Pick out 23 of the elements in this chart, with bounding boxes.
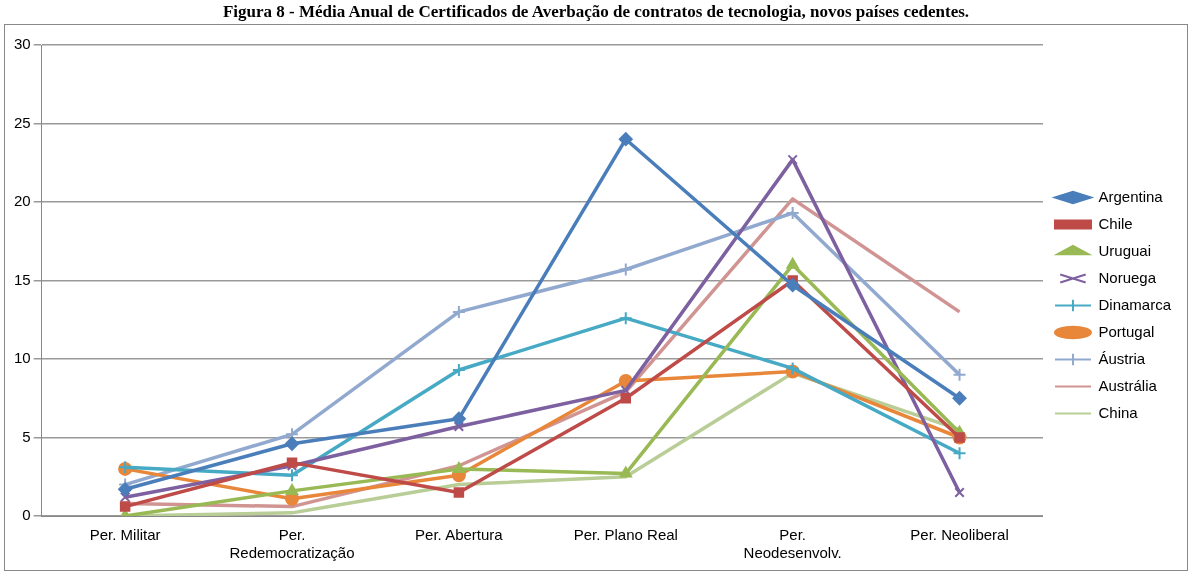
y-tick-label: 15	[14, 270, 31, 288]
legend-label: Chile	[1098, 214, 1133, 232]
chart-title: Figura 8 - Média Anual de Certificados de Averbação de contratos de tecnologia, novos países cedentes.	[221, 1, 971, 23]
x-tick-label: Per. Plano Real	[573, 526, 678, 544]
y-tick-label: 30	[14, 35, 31, 53]
x-tick-label: Per. Redemocratização	[229, 526, 355, 562]
y-tick-label: 0	[22, 506, 31, 524]
legend-label: Argentina	[1098, 187, 1164, 205]
legend-label: Austrália	[1098, 376, 1158, 394]
y-tick-label: 25	[14, 113, 31, 131]
legend-label: Portugal	[1098, 322, 1155, 340]
y-tick-label: 5	[22, 427, 31, 445]
legend-label: Dinamarca	[1098, 295, 1172, 313]
x-tick-label: Per. Neoliberal	[910, 526, 1009, 544]
x-tick-label: Per. Neodesenvolv.	[743, 526, 842, 562]
legend-label: Noruega	[1098, 268, 1157, 286]
y-tick-label: 10	[14, 349, 31, 367]
x-tick-label: Per. Abertura	[415, 526, 504, 544]
legend-label: China	[1098, 403, 1139, 421]
legend-label: Uruguai	[1098, 241, 1152, 259]
x-tick-label: Per. Militar	[89, 526, 161, 544]
legend-label: Áustria	[1098, 349, 1146, 367]
y-tick-label: 20	[14, 192, 31, 210]
